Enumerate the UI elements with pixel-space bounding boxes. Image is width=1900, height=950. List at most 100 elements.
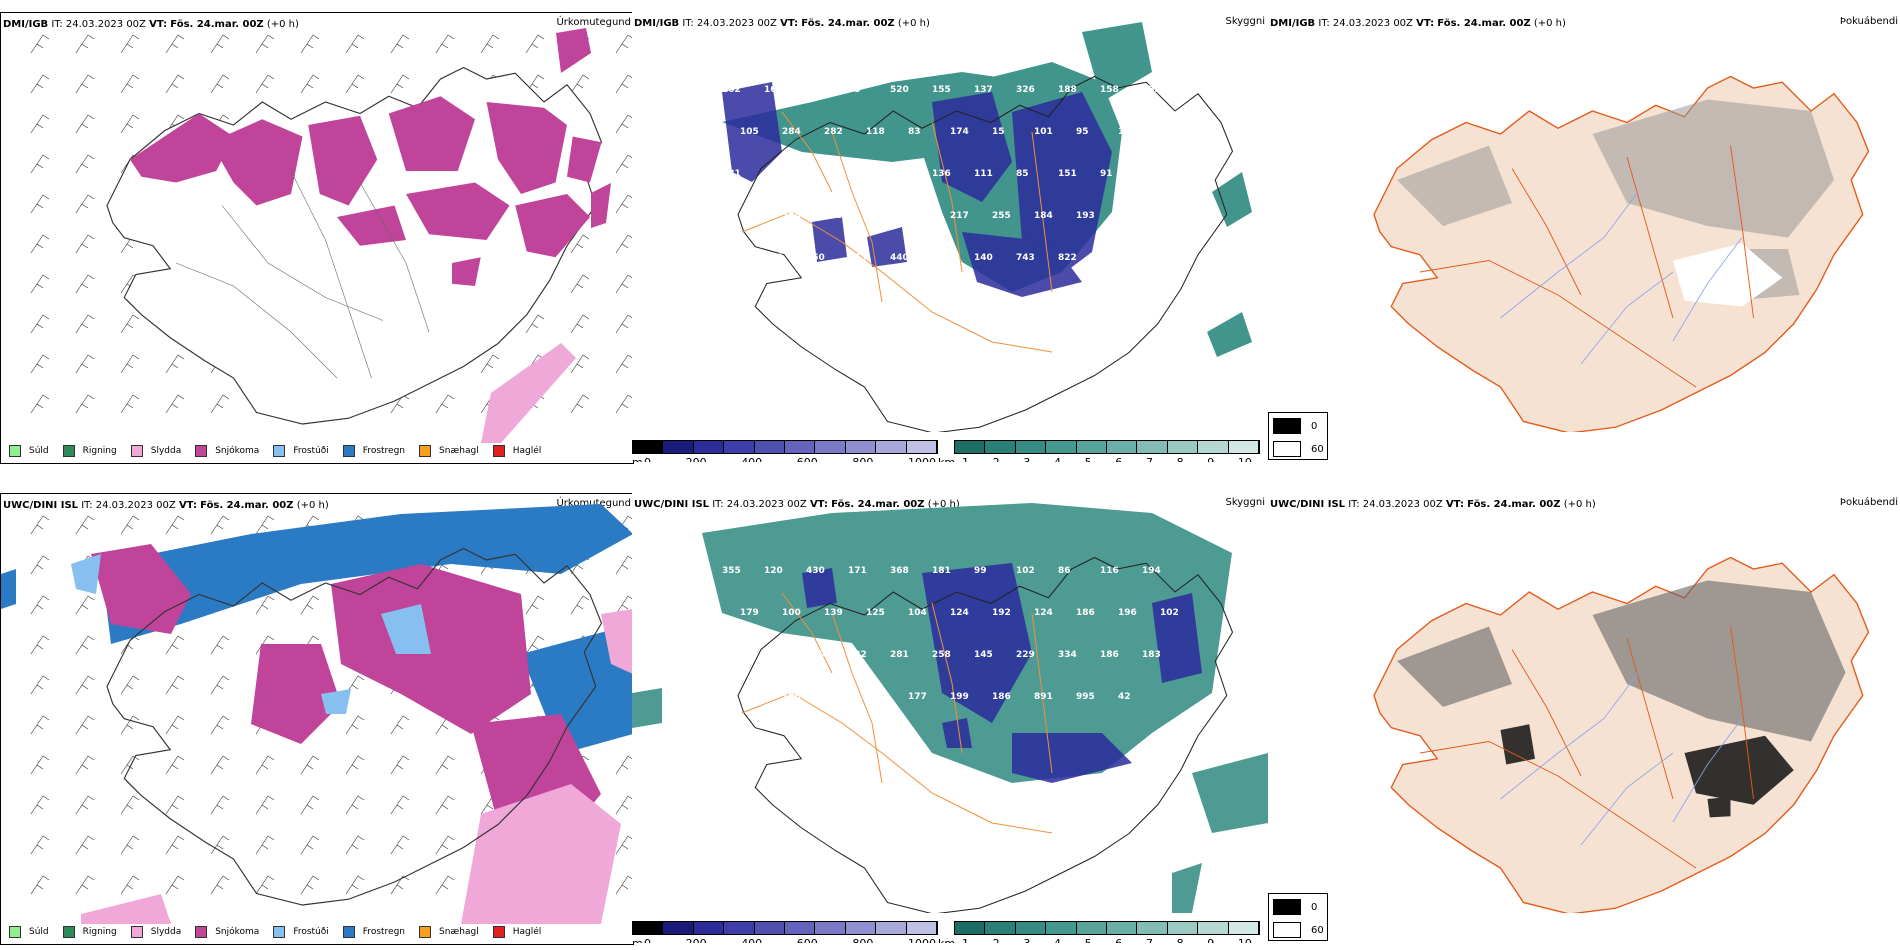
wind-barb bbox=[300, 835, 320, 855]
legend-item: Haglél bbox=[492, 926, 541, 938]
visibility-value-label: 124 bbox=[1034, 608, 1053, 618]
visibility-value-label: 102 bbox=[1160, 608, 1179, 618]
wind-barb bbox=[615, 34, 633, 54]
wind-barb bbox=[390, 875, 410, 895]
wind-barb bbox=[390, 795, 410, 815]
legend-swatch bbox=[130, 445, 143, 457]
wind-barb bbox=[30, 715, 50, 735]
wind-barb bbox=[210, 875, 230, 895]
visibility-value-label: 190 bbox=[782, 692, 801, 702]
legend-label: Frostúði bbox=[293, 927, 329, 937]
visibility-value-label: 258 bbox=[932, 650, 951, 660]
legend-item: Haglél bbox=[492, 445, 541, 457]
visibility-value-label: 99 bbox=[974, 566, 987, 576]
visibility-value-label: 853 bbox=[1100, 253, 1119, 263]
wind-barb bbox=[615, 354, 633, 374]
wind-barb bbox=[570, 314, 590, 334]
wind-barb bbox=[120, 34, 140, 54]
wind-barb bbox=[120, 394, 140, 414]
wind-barb bbox=[165, 34, 185, 54]
wind-barb bbox=[390, 755, 410, 775]
precip-type-map bbox=[30, 28, 633, 443]
wind-barb bbox=[75, 715, 95, 735]
visibility-unit: km bbox=[938, 937, 955, 943]
legend-item: Snæhagl bbox=[419, 445, 479, 457]
fog-legend: 0 60 bbox=[1268, 893, 1328, 941]
wind-barb bbox=[255, 74, 275, 94]
visibility-value-label: 12 bbox=[806, 169, 819, 179]
wind-barb bbox=[30, 835, 50, 855]
wind-barb bbox=[75, 875, 95, 895]
legend-item: Slydda bbox=[130, 445, 181, 457]
wind-barb bbox=[30, 114, 50, 134]
visibility-value-label: 184 bbox=[1034, 211, 1053, 221]
wind-barb bbox=[435, 394, 455, 414]
visibility-value-label: 105 bbox=[740, 127, 759, 137]
visibility-value-label: 255 bbox=[992, 211, 1011, 221]
panel-field-name: Úrkomutegund bbox=[556, 17, 631, 28]
visibility-value-label: 174 bbox=[950, 127, 969, 137]
legend-item: Frostregn bbox=[342, 445, 405, 457]
legend-swatch bbox=[419, 926, 432, 938]
visibility-value-label: 358 bbox=[866, 211, 885, 221]
wind-barb bbox=[435, 34, 455, 54]
precip-type-panel: DMI/IGB IT: 24.03.2023 00Z VT: Fös. 24.m… bbox=[0, 12, 634, 464]
visibility-value-label: 995 bbox=[1076, 692, 1095, 702]
wind-barb bbox=[165, 354, 185, 374]
visibility-value-label: 146 bbox=[890, 169, 909, 179]
wind-barb bbox=[210, 34, 230, 54]
legend-swatch bbox=[62, 445, 75, 457]
visibility-value-label: 177 bbox=[908, 692, 927, 702]
panel-title: UWC/DINI ISL IT: 24.03.2023 00Z VT: Fös.… bbox=[634, 499, 960, 510]
visibility-value-label: 116 bbox=[1100, 566, 1119, 576]
visibility-value-label: 282 bbox=[824, 127, 843, 137]
wind-barb bbox=[165, 74, 185, 94]
panel-field-name: Skyggni bbox=[1225, 497, 1265, 508]
wind-barb bbox=[75, 34, 95, 54]
wind-barb bbox=[120, 354, 140, 374]
visibility-value-label: 155 bbox=[1142, 85, 1161, 95]
precip-type-map bbox=[1, 504, 633, 924]
legend-swatch bbox=[492, 445, 505, 457]
panel-title: DMI/IGB IT: 24.03.2023 00Z VT: Fös. 24.m… bbox=[634, 18, 930, 29]
legend-item: Frostúði bbox=[273, 445, 329, 457]
wind-barb bbox=[120, 755, 140, 775]
wind-barb bbox=[345, 795, 365, 815]
visibility-value-label: 326 bbox=[1016, 85, 1035, 95]
legend-item: Rigning bbox=[62, 926, 117, 938]
panel-field-name: Úrkomutegund bbox=[556, 498, 631, 509]
fog-indicator-map bbox=[1373, 556, 1870, 913]
cloudbase-ticks: 02004006008001000 bbox=[644, 456, 936, 462]
wind-barb bbox=[345, 755, 365, 775]
legend-label: Frostregn bbox=[362, 927, 406, 937]
wind-barb bbox=[345, 715, 365, 735]
visibility-map: 355 120 430 171 368 181 99 102 86 116 194 179 100 139… bbox=[632, 503, 1268, 913]
legend-item: Frostregn bbox=[342, 926, 406, 938]
fog-swatch bbox=[1273, 922, 1301, 938]
wind-barb bbox=[75, 755, 95, 775]
panel-field-name: Þokuábendi bbox=[1839, 497, 1898, 508]
wind-barb bbox=[615, 114, 633, 134]
visibility-value-label: 189 bbox=[764, 169, 783, 179]
wind-barb bbox=[525, 34, 545, 54]
wind-barb bbox=[165, 715, 185, 735]
legend-swatch bbox=[195, 926, 208, 938]
legend-item: Rigning bbox=[62, 445, 117, 457]
legend-label: Rigning bbox=[82, 446, 117, 456]
visibility-value-label: 104 bbox=[908, 608, 927, 618]
visibility-value-label: 111 bbox=[974, 169, 993, 179]
wind-barb bbox=[165, 515, 185, 535]
wind-barb bbox=[75, 595, 95, 615]
wind-barb bbox=[75, 394, 95, 414]
panel-field-name: Þokuábendi bbox=[1839, 16, 1898, 27]
visibility-value-label: 63 bbox=[848, 85, 861, 95]
wind-barb bbox=[570, 274, 590, 294]
fog-swatch bbox=[1273, 418, 1301, 434]
visibility-value-label: 137 bbox=[974, 85, 993, 95]
visibility-value-label: 321 bbox=[806, 85, 825, 95]
wind-barb bbox=[30, 635, 50, 655]
cloudbase-colorbar bbox=[632, 440, 938, 454]
wind-barb bbox=[165, 875, 185, 895]
wind-barb bbox=[210, 394, 230, 414]
visibility-value-label: 186 bbox=[1100, 650, 1119, 660]
